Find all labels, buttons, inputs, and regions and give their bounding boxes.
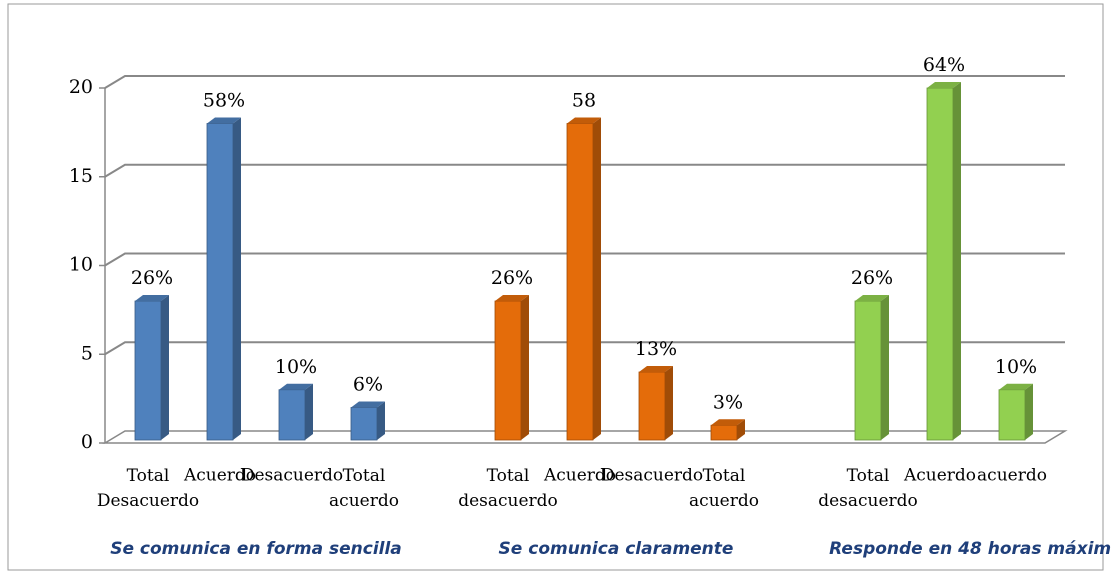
bar-top <box>639 366 673 372</box>
bar-front <box>278 389 306 441</box>
group-name: Se comunica en forma sencilla <box>110 539 402 559</box>
data-label: 26% <box>851 267 893 289</box>
data-label: 26% <box>131 267 173 289</box>
y-tick-label: 20 <box>69 76 93 98</box>
bar <box>638 366 673 441</box>
bar-side <box>953 82 961 440</box>
bar-top <box>279 383 313 390</box>
bar <box>278 383 313 441</box>
bar <box>494 295 529 441</box>
bar-top <box>855 295 889 301</box>
bar <box>998 383 1033 441</box>
data-label: 58% <box>203 90 245 112</box>
x-tick-label: Total desacuerdo <box>818 466 918 511</box>
x-tick-label: Total acuerdo <box>329 466 399 511</box>
bar-front <box>710 424 738 441</box>
bar-top <box>135 295 169 301</box>
bar-top <box>495 295 529 301</box>
x-tick-label: Desacuerdo <box>241 466 343 486</box>
data-label: 13% <box>635 338 677 360</box>
bar <box>206 117 241 441</box>
data-label: 64% <box>923 54 965 76</box>
bar <box>710 419 745 441</box>
bar-front <box>638 371 666 441</box>
bar-side <box>1025 383 1033 440</box>
y-tick-label: 5 <box>81 342 93 364</box>
bar-side <box>305 383 313 440</box>
x-tick-label: Acuerdo <box>903 466 976 486</box>
y-tick-label: 0 <box>81 431 93 453</box>
bar-side <box>521 295 529 440</box>
x-tick-label: Total desacuerdo <box>458 466 558 511</box>
x-tick-label: Desacuerdo <box>601 466 703 486</box>
bar-front <box>134 300 162 441</box>
grid-line <box>104 163 1065 178</box>
bar-top <box>207 117 241 124</box>
bar-side <box>377 401 385 440</box>
chart-border <box>7 3 1104 571</box>
grid-line <box>104 75 1065 89</box>
bar-top <box>711 419 745 426</box>
x-tick-label: Acuerdo <box>543 466 616 486</box>
bar-side <box>665 366 673 440</box>
bar-top <box>927 82 961 88</box>
data-label: 3% <box>713 391 743 413</box>
bar-top <box>351 401 385 408</box>
bar <box>134 295 169 441</box>
data-label: 26% <box>491 267 533 289</box>
bar-top <box>567 117 601 124</box>
bar-front <box>494 300 522 441</box>
grid-line <box>104 252 1065 267</box>
bar-front <box>998 389 1026 441</box>
bar <box>566 117 601 441</box>
bar-front <box>206 123 234 441</box>
bar-front <box>350 407 378 441</box>
y-tick-label: 15 <box>69 165 93 187</box>
x-tick-label: Acuerdo <box>183 466 256 486</box>
bar-front <box>926 87 954 441</box>
bar-front <box>854 300 882 441</box>
bar-side <box>737 419 745 440</box>
data-label: 10% <box>995 356 1037 378</box>
bar-side <box>881 295 889 440</box>
bar-side <box>593 117 601 440</box>
grid-line <box>104 341 1065 356</box>
x-tick-label: acuerdo <box>977 466 1047 486</box>
y-tick-label: 10 <box>69 254 93 276</box>
bar-side <box>233 117 241 440</box>
data-label: 6% <box>353 374 383 396</box>
bar-side <box>161 295 169 440</box>
data-label: 10% <box>275 356 317 378</box>
group-name: Responde en 48 horas máximo <box>829 539 1111 559</box>
x-tick-label: Total Desacuerdo <box>97 466 199 511</box>
bar-front <box>566 123 594 441</box>
group-name: Se comunica claramente <box>499 539 734 559</box>
x-tick-label: Total acuerdo <box>689 466 759 511</box>
data-label: 58 <box>572 90 596 112</box>
bar <box>350 401 385 441</box>
bar <box>926 82 961 441</box>
bar <box>854 295 889 441</box>
bar-top <box>999 383 1033 390</box>
